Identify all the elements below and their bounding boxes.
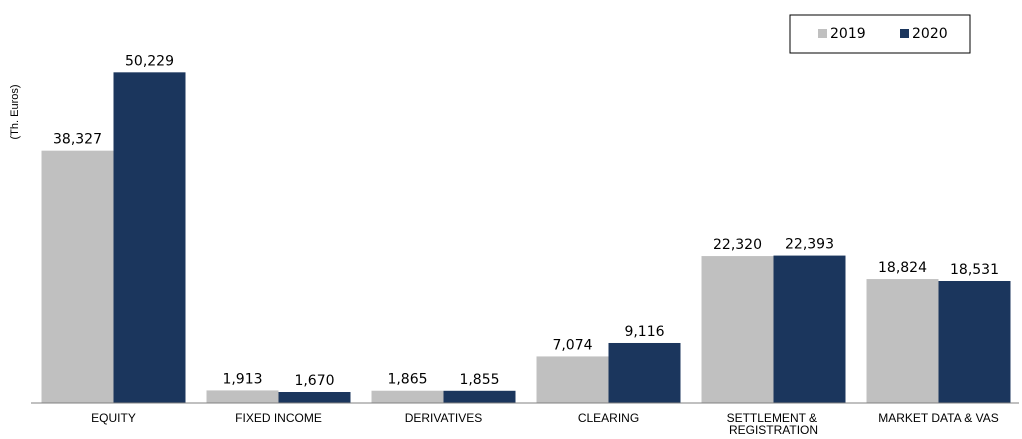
y-axis-label: (Th. Euros) bbox=[9, 84, 21, 139]
data-label: 1,865 bbox=[387, 372, 427, 388]
legend-swatch bbox=[900, 29, 909, 38]
data-label: 22,320 bbox=[713, 237, 762, 253]
bar bbox=[371, 390, 444, 403]
x-tick-label: CLEARING bbox=[578, 411, 639, 425]
x-tick-label: DERIVATIVES bbox=[405, 411, 483, 425]
data-label: 22,393 bbox=[785, 237, 834, 253]
data-label: 38,327 bbox=[53, 132, 102, 148]
data-label: 50,229 bbox=[125, 53, 174, 69]
data-label: 9,116 bbox=[624, 324, 664, 340]
legend-label: 2019 bbox=[830, 26, 866, 42]
data-label: 1,670 bbox=[294, 373, 334, 389]
x-tick-label: FIXED INCOME bbox=[235, 411, 322, 425]
data-label: 18,824 bbox=[878, 260, 927, 276]
bar bbox=[278, 392, 351, 403]
bar bbox=[206, 390, 279, 403]
bar bbox=[773, 255, 846, 403]
x-tick-label: MARKET DATA & VAS bbox=[878, 411, 998, 425]
bar bbox=[443, 390, 516, 403]
bar bbox=[536, 356, 609, 403]
x-tick-label: EQUITY bbox=[91, 411, 136, 425]
data-label: 18,531 bbox=[950, 262, 999, 278]
data-label: 1,855 bbox=[459, 372, 499, 388]
bar bbox=[866, 279, 939, 403]
bar bbox=[701, 256, 774, 403]
bar bbox=[41, 150, 114, 403]
bar bbox=[113, 72, 186, 404]
data-label: 7,074 bbox=[552, 337, 592, 353]
x-tick-label: SETTLEMENT & REGISTRATION bbox=[727, 411, 821, 437]
legend-swatch bbox=[818, 29, 827, 38]
legend-label: 2020 bbox=[912, 26, 948, 42]
bar bbox=[938, 281, 1011, 403]
bar bbox=[608, 342, 681, 403]
data-label: 1,913 bbox=[222, 371, 262, 387]
